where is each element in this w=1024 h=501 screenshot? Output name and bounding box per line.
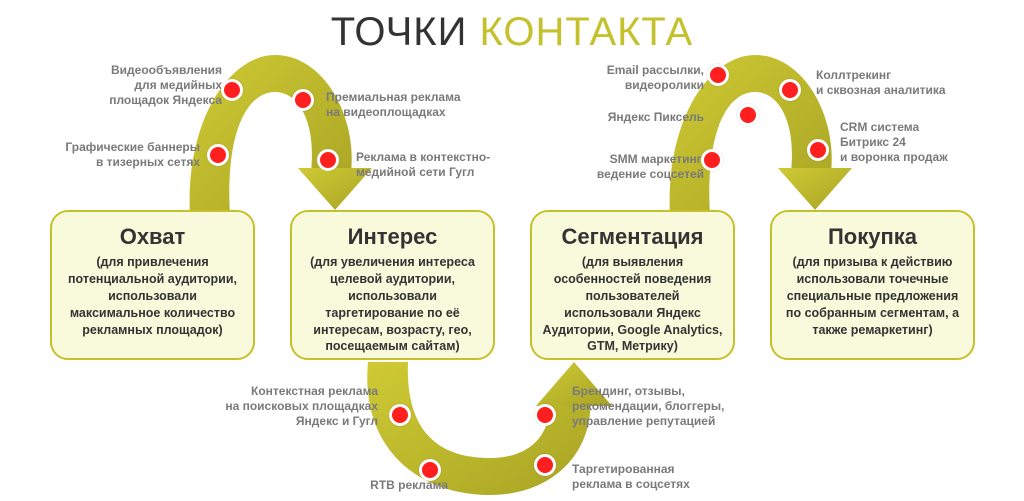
touchpoint-dot bbox=[317, 149, 339, 171]
annotation: Премиальная рекламана видеоплощадках bbox=[326, 90, 496, 120]
annotation: Таргетированнаяреклама в соцсетях bbox=[572, 462, 742, 492]
stage-desc: (для призыва к действию использовали точ… bbox=[782, 254, 963, 338]
annotation: Контекстная рекламана поисковых площадка… bbox=[208, 384, 378, 429]
stage-box-interest: Интерес (для увеличения интереса целевой… bbox=[290, 210, 495, 360]
stage-box-segment: Сегментация (для выявления особенностей … bbox=[530, 210, 735, 360]
annotation: Реклама в контекстно-медийной сети Гугл bbox=[356, 150, 536, 180]
annotation: Email рассылки,видеоролики bbox=[564, 63, 704, 93]
annotation: Коллтрекинги сквозная аналитика bbox=[816, 68, 986, 98]
touchpoint-dot bbox=[292, 89, 314, 111]
stage-title: Охват bbox=[62, 224, 243, 250]
annotation: SMM маркетинг,ведение соцсетей bbox=[554, 152, 704, 182]
stage-desc: (для привлечения потенциальной аудитории… bbox=[62, 254, 243, 338]
stage-title: Сегментация bbox=[542, 224, 723, 250]
stage-desc: (для выявления особенностей поведения по… bbox=[542, 254, 723, 355]
stage-desc: (для увеличения интереса целевой аудитор… bbox=[302, 254, 483, 355]
diagram-stage: ТОЧКИ КОНТАКТА Охват (для при bbox=[0, 0, 1024, 501]
annotation: CRM системаБитрикс 24и воронка продаж bbox=[840, 120, 1010, 165]
stage-title: Интерес bbox=[302, 224, 483, 250]
touchpoint-dot bbox=[419, 459, 441, 481]
touchpoint-dot bbox=[534, 454, 556, 476]
touchpoint-dot bbox=[707, 64, 729, 86]
touchpoint-dot bbox=[221, 79, 243, 101]
stage-box-reach: Охват (для привлечения потенциальной ауд… bbox=[50, 210, 255, 360]
annotation: Видеообъявлениядля медийныхплощадок Янде… bbox=[82, 63, 222, 108]
title-part-2: КОНТАКТА bbox=[479, 10, 693, 54]
stage-box-purchase: Покупка (для призыва к действию использо… bbox=[770, 210, 975, 360]
page-title: ТОЧКИ КОНТАКТА bbox=[0, 10, 1024, 55]
touchpoint-dot bbox=[701, 149, 723, 171]
annotation: Графические баннерыв тизерных сетях bbox=[40, 140, 200, 170]
touchpoint-dot bbox=[207, 144, 229, 166]
touchpoint-dot bbox=[389, 404, 411, 426]
title-part-1: ТОЧКИ bbox=[331, 10, 468, 54]
touchpoint-dot bbox=[807, 139, 829, 161]
annotation: Брендинг, отзывы,рекомендации, блоггеры,… bbox=[572, 384, 762, 429]
annotation: Яндекс Пиксель bbox=[564, 110, 704, 125]
touchpoint-dot bbox=[534, 404, 556, 426]
touchpoint-dot bbox=[779, 79, 801, 101]
touchpoint-dot bbox=[737, 104, 759, 126]
stage-title: Покупка bbox=[782, 224, 963, 250]
